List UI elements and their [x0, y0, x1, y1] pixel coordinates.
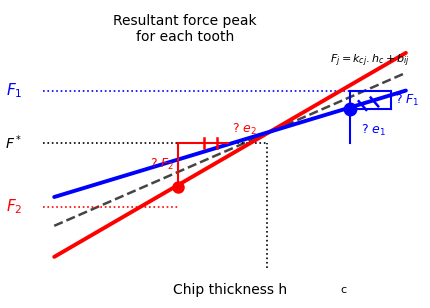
- Text: ? $F_2$: ? $F_2$: [150, 157, 174, 172]
- Text: Resultant force peak: Resultant force peak: [114, 14, 257, 28]
- Text: for each tooth: for each tooth: [136, 30, 234, 44]
- Text: $F_2$: $F_2$: [6, 198, 22, 216]
- Text: Chip thickness h: Chip thickness h: [173, 283, 287, 298]
- Text: $F_1$: $F_1$: [6, 81, 22, 100]
- Text: $F_j=k_{cj}.h_c+b_{ij}$: $F_j=k_{cj}.h_c+b_{ij}$: [329, 53, 410, 69]
- Text: c: c: [341, 285, 347, 294]
- Text: $F^*$: $F^*$: [5, 133, 22, 152]
- Text: ? $F_1$: ? $F_1$: [395, 92, 419, 107]
- Text: ? $e_1$: ? $e_1$: [361, 123, 386, 138]
- Text: ? $e_2$: ? $e_2$: [232, 122, 257, 137]
